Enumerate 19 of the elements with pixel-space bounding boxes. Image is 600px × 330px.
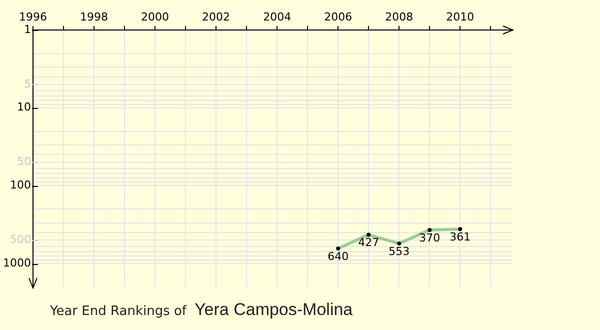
x-tick-label: 1998: [80, 10, 108, 24]
x-tick-label: 2008: [385, 10, 414, 24]
x-tick-label: 1996: [19, 10, 47, 24]
text: Year End Rankings of: [50, 304, 187, 319]
x-tick-label: 2004: [263, 10, 292, 24]
x-tick-label: 2010: [446, 10, 474, 24]
y-tick-label: 1: [24, 22, 31, 36]
data-label: 427: [358, 236, 380, 250]
data-label: 370: [419, 231, 440, 244]
text: Yera Campos-Molina: [194, 300, 353, 319]
y-tick-label: 10: [17, 100, 31, 114]
x-tick-label: 2002: [202, 10, 230, 24]
x-tick-label: 2000: [141, 10, 170, 24]
x-tick-label: 2006: [324, 10, 352, 24]
data-label: 361: [450, 230, 471, 244]
y-tick-label: 1000: [3, 256, 31, 270]
data-label: 640: [328, 250, 349, 263]
data-label: 553: [388, 244, 410, 258]
y-tick-label: 100: [10, 178, 31, 192]
